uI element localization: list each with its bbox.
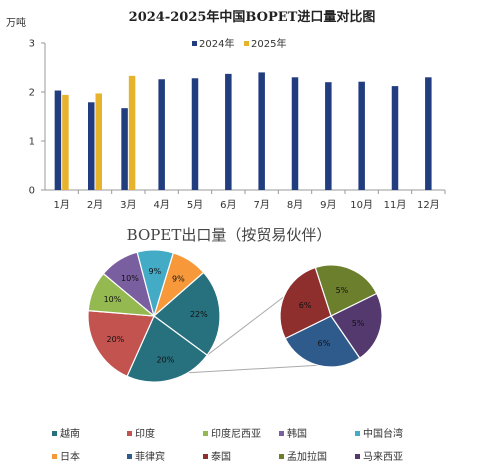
bar-2025 bbox=[95, 93, 102, 190]
x-tick-label: 12月 bbox=[417, 199, 440, 211]
bar-2024 bbox=[121, 108, 128, 190]
pie-legend-label: 中国台湾 bbox=[363, 427, 403, 440]
bar-2025 bbox=[128, 75, 136, 190]
pie-slice-label: 20% bbox=[106, 335, 124, 344]
y-tick-label: 2 bbox=[29, 88, 35, 99]
x-tick-label: 11月 bbox=[384, 199, 407, 211]
main-pie: 9% 22% 20% 20% 10% 10% 9% bbox=[87, 249, 221, 383]
secondary-pie-label: 6% bbox=[299, 301, 312, 310]
x-tick-label: 3月 bbox=[120, 199, 136, 211]
pie-legend-swatch bbox=[203, 454, 208, 459]
legend-swatch bbox=[244, 41, 249, 46]
secondary-pie: 5% 5% 6% 6% bbox=[279, 264, 383, 368]
secondary-pie-slice bbox=[314, 264, 378, 317]
pie-slice-label: 20% bbox=[157, 355, 175, 364]
pie-legend-swatch bbox=[52, 454, 57, 459]
pie-legend-label: 马来西亚 bbox=[363, 451, 403, 463]
pie-legend-label: 孟加拉国 bbox=[287, 450, 327, 463]
pie-legend-label: 日本 bbox=[60, 450, 80, 463]
legend-label: 2024年 bbox=[199, 37, 234, 50]
secondary-pie-slice bbox=[284, 315, 361, 368]
bar-2024 bbox=[158, 79, 165, 190]
pie-legend-label: 泰国 bbox=[211, 450, 231, 463]
y-tick-label: 3 bbox=[29, 39, 35, 50]
secondary-pie-slice bbox=[279, 266, 332, 340]
pie-legend-swatch bbox=[279, 454, 284, 459]
pie-legend-swatch bbox=[127, 454, 132, 459]
pie-legend-label: 韩国 bbox=[287, 427, 307, 440]
secondary-pie-label: 5% bbox=[352, 319, 365, 328]
secondary-pie-label: 5% bbox=[336, 286, 349, 295]
pie-legend-swatch bbox=[279, 431, 284, 436]
x-tick-label: 6月 bbox=[220, 199, 236, 211]
pie-legend-label: 菲律宾 bbox=[135, 450, 165, 463]
x-tick-label: 9月 bbox=[320, 199, 336, 211]
pie-legend-swatch bbox=[52, 431, 57, 436]
pie-slice-label: 9% bbox=[172, 274, 185, 283]
x-tick-label: 2月 bbox=[87, 199, 103, 211]
secondary-pie-slice bbox=[330, 292, 383, 359]
pie-slice-label: 22% bbox=[190, 310, 208, 319]
bar-2024 bbox=[325, 82, 332, 190]
bar-legend: 2024年 2025年 bbox=[192, 37, 286, 50]
legend-swatch bbox=[192, 41, 197, 46]
pie-chart-title: BOPET出口量（按贸易伙伴） bbox=[127, 226, 332, 244]
pie-slice bbox=[153, 271, 221, 357]
x-tick-label: 10月 bbox=[350, 199, 373, 211]
x-tick-label: 5月 bbox=[187, 199, 203, 211]
bar-2024 bbox=[88, 102, 95, 190]
bar-axes: 0 1 2 3 1月 2月 3月 4月 5月 6月 7月 8月 9月 10月 11月 12月 bbox=[29, 39, 446, 211]
bar-2024 bbox=[191, 78, 199, 190]
pie-slice bbox=[136, 249, 175, 319]
x-tick-label: 7月 bbox=[253, 199, 269, 211]
bar-2024 bbox=[258, 72, 265, 190]
bar-2024 bbox=[425, 77, 432, 190]
x-tick-label: 1月 bbox=[53, 199, 69, 211]
pie-legend-label: 越南 bbox=[60, 427, 80, 440]
pie-slice bbox=[87, 310, 155, 378]
y-axis-unit-label: 万吨 bbox=[6, 16, 26, 29]
x-tick-label: 4月 bbox=[153, 199, 169, 211]
pie-legend-swatch bbox=[355, 431, 360, 436]
pie-slice-label: 10% bbox=[121, 274, 139, 283]
legend-label: 2025年 bbox=[251, 37, 286, 50]
bar-marks bbox=[54, 72, 432, 190]
pie-legend-label: 印度 bbox=[135, 427, 155, 440]
bar-2024 bbox=[225, 73, 232, 190]
y-tick-label: 0 bbox=[29, 186, 35, 197]
bar-2024 bbox=[391, 86, 399, 190]
pie-slice-label: 10% bbox=[104, 295, 122, 304]
pie-legend-swatch bbox=[203, 431, 208, 436]
bar-2024 bbox=[291, 77, 299, 190]
pie-slice-label: 9% bbox=[149, 267, 162, 276]
pie-legend-swatch bbox=[127, 431, 132, 436]
bar-2024 bbox=[54, 90, 62, 190]
pie-legend-swatch bbox=[355, 454, 360, 459]
bar-2024 bbox=[358, 81, 365, 190]
pie-legend-label: 印度尼西亚 bbox=[211, 427, 261, 440]
y-tick-label: 1 bbox=[29, 137, 35, 148]
bar-2025 bbox=[62, 94, 69, 190]
bar-chart-title: 2024-2025年中国BOPET进口量对比图 bbox=[129, 9, 376, 25]
secondary-pie-label: 6% bbox=[318, 339, 331, 348]
x-tick-label: 8月 bbox=[287, 199, 303, 211]
